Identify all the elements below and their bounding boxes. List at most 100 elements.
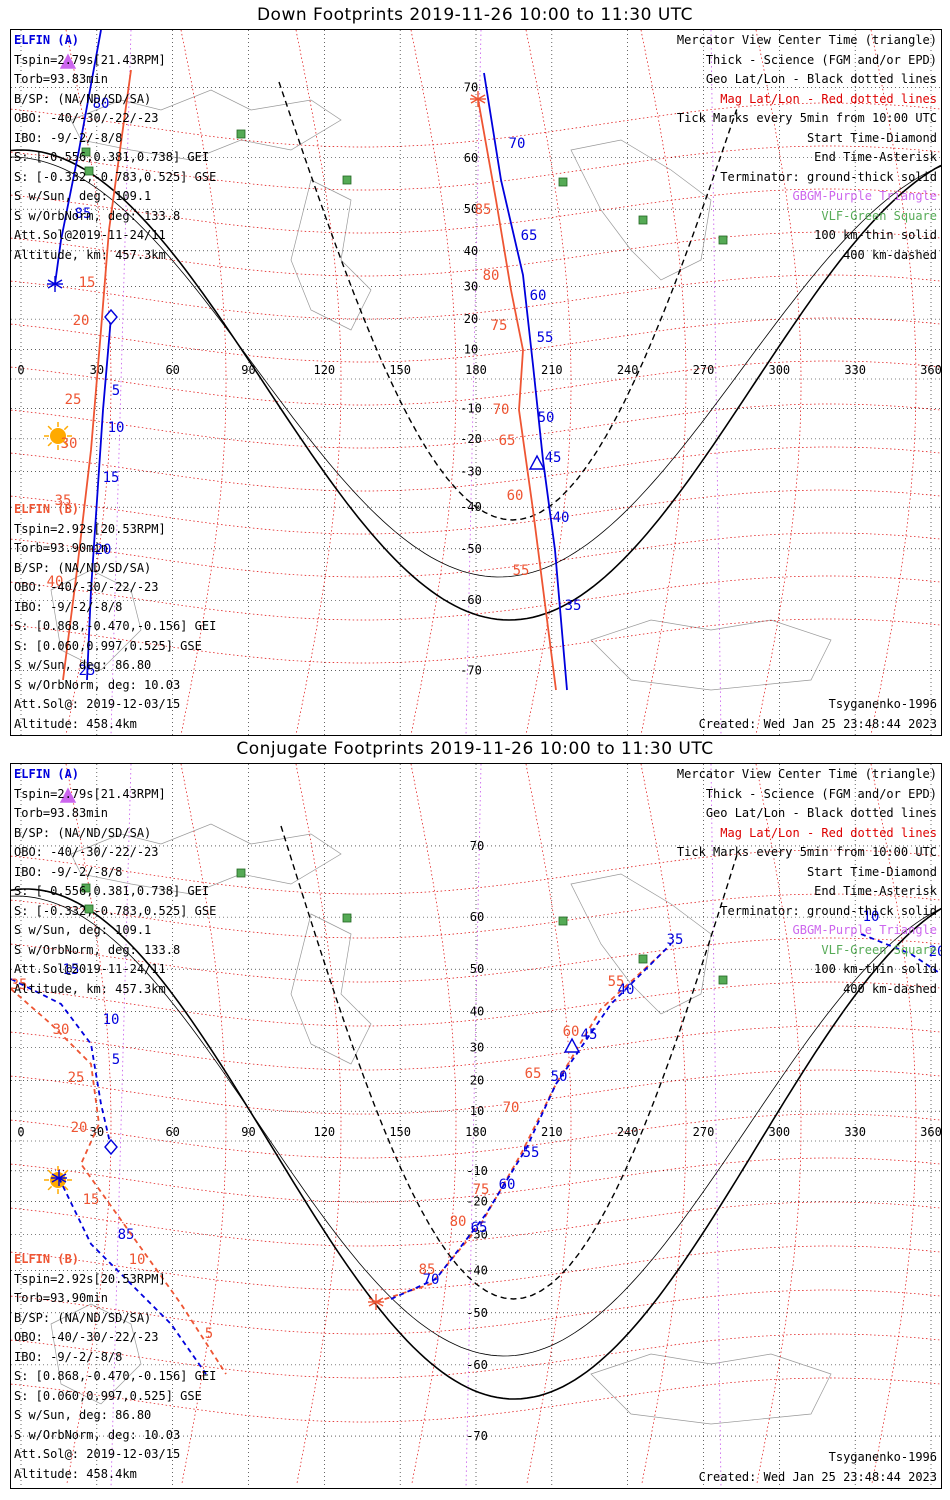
elfin-a-s-gei: S: [-0.556,0.381,0.738] GEI — [14, 150, 210, 164]
elfin-b-track-left — [62, 69, 132, 681]
square-icon — [638, 954, 648, 964]
map-canvas: 0 30 60 90 120 150 180 210 240 270 300 330 360 70 60 50… — [11, 764, 941, 1488]
mag-parallel — [11, 1377, 941, 1423]
elfin-a-s-sun: S w/Sun, deg: 109.1 — [14, 923, 152, 937]
legend: Mercator View Center Time (triangle) Thi… — [677, 31, 937, 265]
gbgm-line — [465, 764, 482, 1488]
elfin-a-ibo: IBO: -9/-2/-8/8 — [14, 130, 123, 145]
elfin-a-obo: OBO: -40/-30/-22/-23 — [14, 111, 159, 125]
square-icon — [84, 904, 94, 914]
mag-parallel — [11, 1245, 941, 1291]
mag-meridian — [410, 764, 457, 1485]
elfin-a-track-left-south — [58, 1177, 207, 1375]
elfin-a-track-left-south-label: 85 — [118, 1227, 135, 1243]
elfin-a-track-mid-label: 35 — [565, 598, 582, 614]
asterisk-icon — [51, 1170, 67, 1186]
terminator-100km — [11, 895, 941, 1357]
legend-line: 400 km-dashed — [843, 247, 937, 262]
legend-line: Geo Lat/Lon - Black dotted lines — [705, 806, 937, 820]
elfin-a-track-left — [54, 30, 102, 285]
gbgm-line — [710, 30, 722, 735]
elfin-b-track-mid-label: 45 — [581, 1027, 598, 1043]
elfin-b-track-left-label: 20 — [71, 1120, 88, 1136]
legend-line: 400 km-dashed — [843, 981, 937, 996]
lon-tick-label: 60 — [165, 363, 179, 377]
coastline — [590, 1353, 832, 1425]
mag-parallel — [11, 317, 941, 363]
lon-tick-label: 300 — [768, 1125, 790, 1139]
legend-line: Tick Marks every 5min from 10:00 UTC — [676, 111, 937, 125]
elfin-a-track-mid-label: 65 — [525, 1066, 542, 1082]
lon-tick-label: 0 — [17, 363, 24, 377]
panel-title: Down Footprints 2019-11-26 10:00 to 11:3… — [256, 5, 694, 25]
sun-ray — [63, 1169, 69, 1175]
coastline — [50, 569, 142, 671]
elfin-b-obo: OBO: -40/-30/-22/-23 — [14, 580, 159, 594]
footer: Tsyganenko-1996 Created: Wed Jan 25 23:4… — [699, 1448, 937, 1487]
coastline — [70, 89, 342, 161]
elfin-b-s-orb: S w/OrbNorm, deg: 10.03 — [14, 677, 181, 692]
coastline — [50, 1303, 142, 1405]
lat-tick-label: 50 — [470, 962, 484, 976]
elfin-a-torb: Torb=93.83min — [14, 72, 108, 86]
lat-tick-label: 30 — [470, 1041, 484, 1055]
square-icon — [558, 916, 568, 926]
square-icon — [558, 177, 568, 187]
mag-meridian — [65, 30, 112, 735]
lat-tick-label: -60 — [466, 1358, 488, 1372]
elfin-a-att: Att.Sol@2019-11-24/11 — [14, 962, 166, 976]
lon-tick-label: 120 — [313, 1125, 335, 1139]
created-label: Created: Wed Jan 25 23:48:44 2023 — [698, 1469, 937, 1484]
mag-parallel — [11, 1113, 941, 1159]
lat-tick-label: -70 — [466, 1429, 488, 1443]
elfin-b-track-left-label: 25 — [65, 392, 82, 408]
square-icon — [84, 166, 94, 176]
elfin-b-track-mid-label: 80 — [483, 268, 500, 284]
mag-parallel — [11, 360, 941, 406]
mag-meridian — [640, 764, 687, 1485]
sun-ray — [47, 1185, 53, 1191]
legend-line: Terminator: ground-thick solid — [720, 169, 937, 184]
elfin-a-s-sun: S w/Sun, deg: 109.1 — [14, 189, 152, 203]
elfin-a-track-left-south-label: 5 — [112, 383, 120, 399]
square-icon — [342, 913, 352, 923]
mag-meridian — [525, 30, 572, 735]
elfin-a-bsp: B/SP: (NA/ND/SD/SA) — [14, 91, 152, 106]
elfin-b-track-mid-label: 60 — [499, 1177, 516, 1193]
mag-meridian — [870, 764, 917, 1485]
elfin-a-track-mid-label: 60 — [563, 1024, 580, 1040]
mag-parallel — [11, 274, 941, 320]
square-icon — [236, 129, 246, 139]
gbgm-line — [465, 30, 482, 735]
elfin-b-name: ELFIN (B) — [14, 1252, 80, 1266]
coastline — [290, 913, 372, 1065]
elfin-a-track-mid-label: 75 — [473, 1182, 490, 1198]
elfin-a-track-mid — [375, 953, 662, 1303]
elfin-b-s-sun: S w/Sun, deg: 86.80 — [14, 1408, 152, 1422]
lon-tick-label: 180 — [465, 363, 487, 377]
elfin-a-track-mid — [483, 72, 568, 691]
elfin-a-track-left-south-label: 20 — [95, 542, 112, 558]
elfin-b-track-mid-label: 55 — [523, 1145, 540, 1161]
elfin-b-track-left-label: 40 — [47, 574, 64, 590]
lon-tick-label: 150 — [389, 1125, 411, 1139]
coastline — [290, 179, 372, 331]
elfin-a-obo: OBO: -40/-30/-22/-23 — [14, 845, 159, 859]
lon-tick-label: 90 — [241, 363, 255, 377]
elfin-a-tspin: Tspin=2.79s[21.43RPM] — [14, 52, 166, 67]
elfin-b-info: ELFIN (B) Tspin=2.92s[20.53RPM] Torb=93.… — [14, 1250, 216, 1484]
terminator-400km — [280, 825, 738, 1300]
elfin-b-torb: Torb=93.90min — [14, 541, 108, 555]
elfin-a-track-left-label: 80 — [93, 96, 110, 112]
elfin-a-att: Att.Sol@2019-11-24/11 — [14, 228, 166, 242]
coastline — [590, 619, 832, 691]
elfin-b-track-left-label: 35 — [55, 493, 72, 509]
map-canvas: 0 30 60 90 120 150 180 210 240 270 300 330 360 70 60 50… — [11, 30, 941, 735]
lon-tick-label: 300 — [768, 363, 790, 377]
lat-tick-label: -50 — [460, 542, 482, 556]
lat-tick-label: -10 — [460, 401, 482, 415]
triangle-icon — [528, 454, 546, 470]
terminator-400km — [278, 81, 738, 521]
mag-parallel — [11, 1201, 941, 1247]
square-icon — [718, 235, 728, 245]
